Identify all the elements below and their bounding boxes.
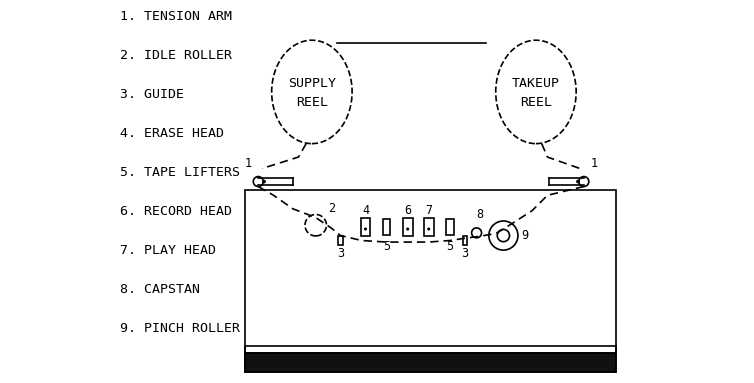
Text: REEL: REEL [296, 96, 328, 109]
Circle shape [428, 228, 431, 231]
Text: 4: 4 [362, 204, 369, 217]
Circle shape [577, 180, 580, 183]
Circle shape [471, 228, 482, 238]
Text: 9: 9 [521, 229, 528, 242]
Bar [424, 218, 434, 236]
Text: 1: 1 [245, 157, 253, 170]
Text: 3: 3 [461, 247, 469, 260]
Text: REEL: REEL [520, 96, 552, 109]
Bar [463, 236, 467, 245]
Text: 2: 2 [328, 202, 336, 215]
Text: 4. ERASE HEAD: 4. ERASE HEAD [121, 127, 225, 140]
Circle shape [262, 180, 265, 183]
Circle shape [497, 229, 510, 242]
Text: 5: 5 [383, 240, 390, 253]
Bar [245, 190, 616, 372]
Circle shape [489, 221, 518, 250]
Bar [403, 218, 412, 236]
Text: 5: 5 [446, 240, 453, 253]
Text: 6. RECORD HEAD: 6. RECORD HEAD [121, 205, 232, 218]
Text: 1: 1 [591, 157, 598, 170]
Circle shape [364, 228, 367, 231]
Bar [245, 353, 616, 372]
Text: 7. PLAY HEAD: 7. PLAY HEAD [121, 244, 216, 257]
Text: TAKEUP: TAKEUP [512, 77, 560, 90]
Text: 3: 3 [337, 247, 344, 260]
Circle shape [579, 177, 589, 187]
Bar [360, 218, 370, 236]
Text: 3. GUIDE: 3. GUIDE [121, 88, 185, 101]
Text: 9. PINCH ROLLER: 9. PINCH ROLLER [121, 322, 241, 335]
Ellipse shape [271, 40, 352, 144]
Text: 1. TENSION ARM: 1. TENSION ARM [121, 10, 232, 23]
Text: SUPPLY: SUPPLY [288, 77, 336, 90]
Ellipse shape [495, 40, 576, 144]
Bar [383, 219, 391, 235]
Circle shape [406, 228, 409, 231]
Circle shape [253, 177, 263, 187]
Text: 6: 6 [404, 204, 411, 217]
Text: 5. TAPE LIFTERS: 5. TAPE LIFTERS [121, 166, 241, 179]
Bar [446, 219, 454, 235]
Text: 7: 7 [425, 204, 432, 217]
Text: 8: 8 [476, 208, 483, 221]
Circle shape [305, 214, 326, 236]
Text: 8. CAPSTAN: 8. CAPSTAN [121, 283, 201, 296]
Text: 2. IDLE ROLLER: 2. IDLE ROLLER [121, 49, 232, 62]
Bar [245, 346, 616, 353]
Bar [339, 236, 343, 245]
